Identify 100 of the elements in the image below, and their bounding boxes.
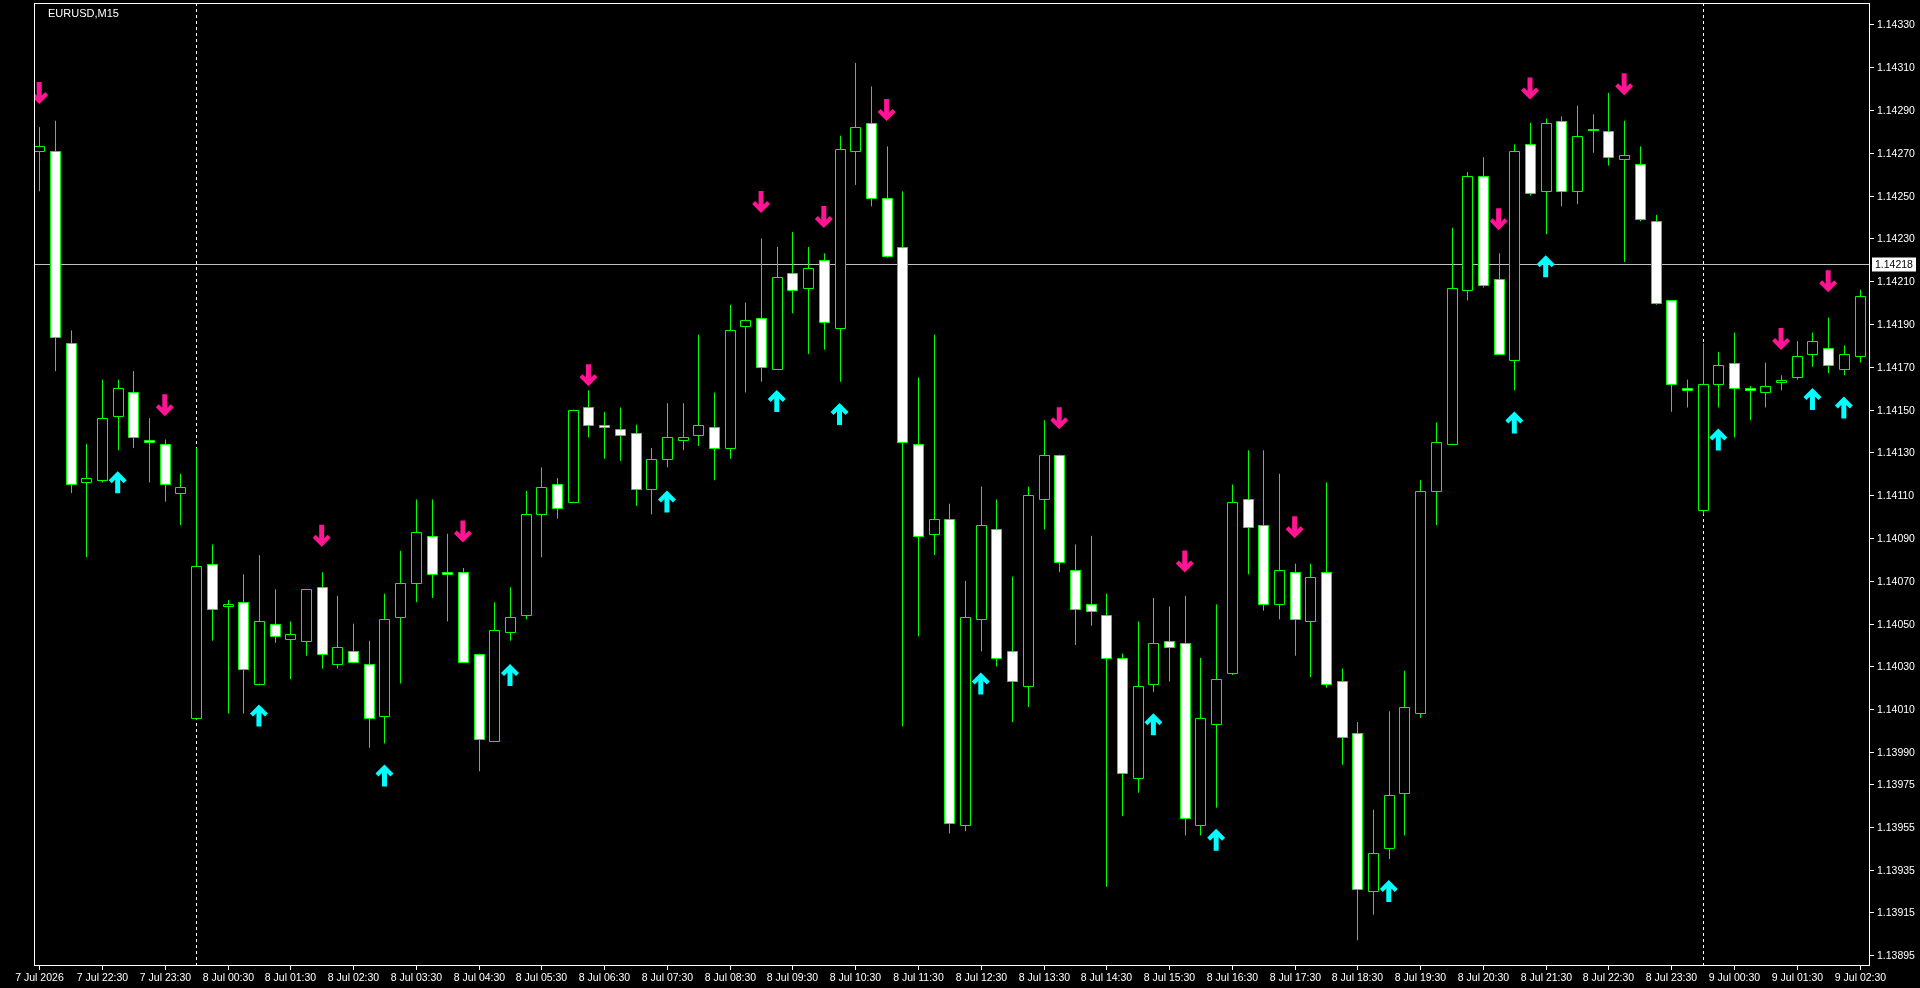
candlestick [128, 370, 139, 449]
point [501, 663, 519, 686]
candlestick [1431, 421, 1442, 526]
point [155, 394, 174, 417]
candlestick [787, 231, 798, 314]
candlestick [348, 623, 359, 663]
x-tick-label: 8 Jul 12:30 [955, 971, 1008, 983]
y-tick-label: 1.14170 [1877, 361, 1916, 374]
point [830, 402, 849, 425]
x-tick-label: 8 Jul 20:30 [1457, 971, 1510, 983]
y-tick-label: 1.13990 [1877, 746, 1916, 759]
candlestick [1164, 605, 1175, 682]
x-tick-label: 8 Jul 16:30 [1206, 971, 1259, 983]
candlestick [960, 580, 971, 832]
y-tick-label: 1.14230 [1877, 232, 1916, 245]
candlestick [1839, 344, 1850, 376]
candlestick [850, 62, 861, 186]
x-tick-label: 9 Jul 00:30 [1708, 971, 1761, 983]
candlestick [1651, 214, 1662, 306]
point [1615, 73, 1634, 96]
candlestick [1541, 118, 1552, 235]
y-tick-label: 1.13895 [1877, 949, 1916, 962]
candlestick [34, 126, 45, 192]
x-tick-label: 8 Jul 13:30 [1018, 971, 1071, 983]
x-tick-label: 8 Jul 18:30 [1331, 971, 1384, 983]
candlestick [1682, 379, 1693, 408]
candlestick [756, 237, 767, 383]
candlestick [552, 477, 563, 520]
y-tick-label: 1.14090 [1877, 532, 1916, 545]
candlestick [427, 498, 438, 599]
x-tick-label: 8 Jul 01:30 [264, 971, 317, 983]
x-tick-label: 8 Jul 23:30 [1645, 971, 1698, 983]
point [579, 364, 598, 387]
candlestick [1807, 332, 1818, 368]
candlestick [1415, 479, 1426, 719]
y-tick-label: 1.14010 [1877, 703, 1916, 716]
y-tick-label: 1.14210 [1877, 275, 1916, 288]
y-tick-label: 1.14290 [1877, 104, 1916, 117]
point [657, 490, 676, 513]
point [1489, 208, 1508, 231]
candlestick [929, 334, 940, 556]
candlestick [568, 409, 579, 503]
candlestick [1792, 340, 1803, 381]
x-tick-label: 8 Jul 19:30 [1394, 971, 1447, 983]
y-tick-label: 1.14110 [1877, 489, 1915, 502]
candlestick [1509, 143, 1520, 391]
x-tick-label: 8 Jul 17:30 [1269, 971, 1322, 983]
y-tick-label: 1.13935 [1877, 864, 1916, 877]
candlestick [207, 543, 218, 642]
candlestick [740, 302, 751, 393]
candlestick [1321, 481, 1332, 689]
candlestick [1823, 317, 1834, 374]
point [752, 191, 771, 214]
x-tick-label: 8 Jul 00:30 [202, 971, 255, 983]
point [249, 704, 268, 727]
candlestick [1070, 543, 1081, 646]
candlestick [1666, 299, 1677, 413]
y-tick-label: 1.14250 [1877, 190, 1916, 203]
point [1144, 713, 1163, 736]
candlestick [1054, 454, 1065, 573]
candlestick [583, 389, 594, 438]
candlestick [599, 411, 610, 460]
y-tick-label: 1.14150 [1877, 404, 1916, 417]
y-tick-label: 1.14330 [1877, 18, 1916, 31]
y-tick-label: 1.14270 [1877, 147, 1916, 160]
x-tick-label: 7 Jul 2026 [15, 971, 64, 983]
candlestick [223, 599, 234, 714]
candlestick [1399, 670, 1410, 836]
x-tick-label: 8 Jul 10:30 [829, 971, 882, 983]
point [1050, 407, 1069, 430]
x-tick-label: 9 Jul 02:30 [1834, 971, 1887, 983]
candlestick [1023, 486, 1034, 708]
candlestick [976, 486, 987, 652]
candlestick [395, 550, 406, 685]
candlestick [1039, 419, 1050, 530]
candlestick [1243, 449, 1254, 575]
y-tick-label: 1.13975 [1877, 778, 1916, 791]
point [108, 471, 127, 494]
x-tick-label: 8 Jul 11:30 [893, 971, 944, 983]
candlestick [944, 503, 955, 834]
candlestick [521, 490, 532, 620]
candlestick [1352, 721, 1363, 941]
y-tick-label: 1.14130 [1877, 446, 1916, 459]
candlestick [66, 329, 77, 494]
candlestick [1195, 657, 1206, 836]
candlestick [1855, 289, 1866, 364]
candlestick [489, 601, 500, 742]
candlestick [1745, 385, 1756, 421]
candlestick [882, 145, 893, 259]
candlestick [1133, 620, 1144, 794]
candlestick [1603, 92, 1614, 167]
candlestick [678, 402, 689, 451]
candlestick [1368, 809, 1379, 916]
point [971, 672, 990, 695]
candlestick [160, 439, 171, 503]
candlestick [1713, 351, 1724, 408]
candlestick [1337, 668, 1348, 766]
candlestick [772, 246, 783, 370]
candlestick [1525, 122, 1536, 197]
candlestick [113, 379, 124, 451]
